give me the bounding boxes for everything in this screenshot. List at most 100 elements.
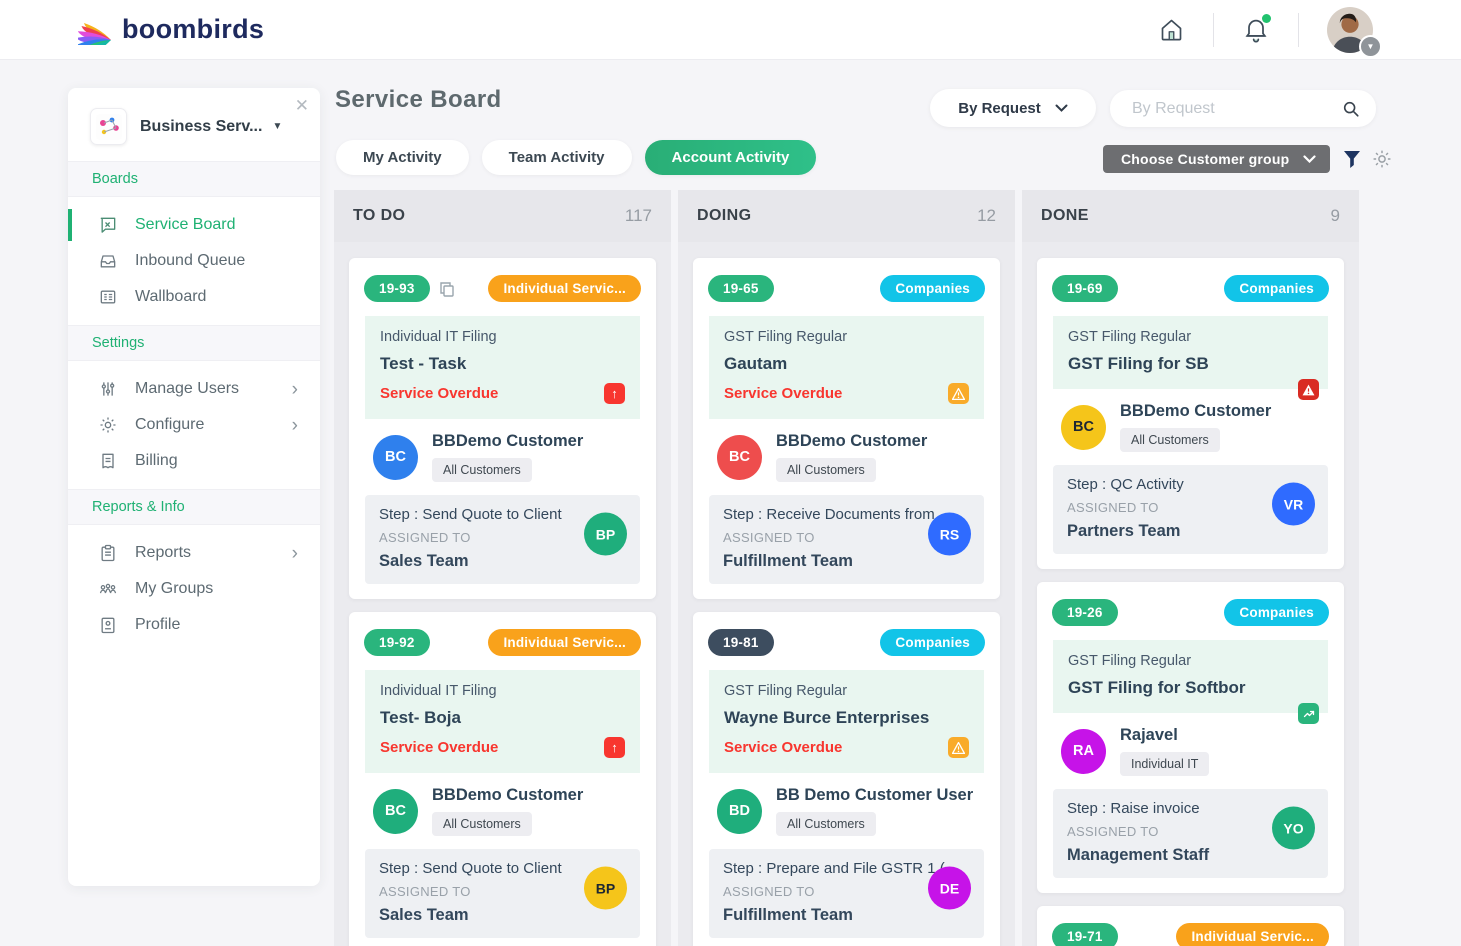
ticket-id-badge[interactable]: 19-71	[1052, 923, 1118, 946]
service-type: Individual IT Filing	[380, 683, 497, 699]
copy-icon[interactable]	[439, 281, 455, 297]
activity-tabs: My Activity Team Activity Account Activi…	[336, 140, 817, 175]
customer-avatar[interactable]: BC	[1061, 404, 1106, 450]
assignee-avatar[interactable]: BP	[584, 512, 627, 556]
assignee-avatar[interactable]: RS	[928, 512, 971, 556]
category-badge[interactable]: Individual Servic...	[488, 629, 641, 656]
ticket-id-badge[interactable]: 19-26	[1052, 599, 1118, 626]
trending-up-icon	[1298, 703, 1319, 724]
step-label: Step : Send Quote to Client	[379, 860, 562, 877]
ticket-id-badge[interactable]: 19-92	[364, 629, 430, 656]
notification-dot	[1262, 13, 1271, 23]
column-body[interactable]: 19-93 Individual Servic... Individual	[334, 242, 671, 946]
column-header: DONE 9	[1022, 190, 1359, 242]
tab-my-activity[interactable]: My Activity	[336, 140, 469, 175]
customer-name: BBDemo Customer	[432, 432, 584, 450]
sidebar-item-label: Manage Users	[135, 380, 240, 397]
sidebar-item-manage-users[interactable]: Manage Users ›	[68, 371, 320, 407]
overdue-status: Service Overdue	[724, 739, 843, 756]
workspace-selector[interactable]: ✕ Business Serv... ▼	[68, 88, 320, 161]
filter-icon[interactable]	[1343, 150, 1361, 169]
board-settings-gear-icon[interactable]	[1371, 148, 1393, 170]
sidebar-item-service-board[interactable]: Service Board	[68, 207, 320, 243]
workspace-icon	[90, 108, 127, 145]
tab-team-activity[interactable]: Team Activity	[481, 140, 632, 175]
column-header: TO DO 117	[334, 190, 671, 242]
column-count: 117	[624, 206, 652, 225]
assigned-team: Management Staff	[1067, 846, 1210, 864]
kanban-card[interactable]: 19-69 Companies GST Filing Regular GST F…	[1037, 258, 1344, 569]
kanban-card[interactable]: 19-93 Individual Servic... Individual	[349, 258, 656, 599]
tab-account-activity[interactable]: Account Activity	[644, 140, 817, 175]
customer-avatar[interactable]: BD	[717, 788, 762, 834]
ticket-id-badge[interactable]: 19-69	[1052, 275, 1118, 302]
category-badge[interactable]: Companies	[880, 629, 985, 656]
divider	[1298, 12, 1299, 47]
sidebar-item-profile[interactable]: Profile	[68, 607, 320, 643]
sidebar-item-reports[interactable]: Reports ›	[68, 535, 320, 571]
customer-avatar[interactable]: BC	[373, 788, 418, 834]
ticket-id-badge[interactable]: 19-65	[708, 275, 774, 302]
request-filter-value: By Request	[958, 99, 1041, 117]
assignee-avatar[interactable]: BP	[584, 866, 627, 910]
search-input[interactable]	[1132, 99, 1342, 118]
step-footer: Step : Send Quote to Client ASSIGNED TO …	[365, 849, 640, 938]
reports-icon	[101, 544, 115, 562]
category-badge[interactable]: Companies	[1224, 275, 1329, 302]
customer-name: Rajavel	[1120, 726, 1178, 744]
kanban-card[interactable]: 19-81 Companies GST Filing Regular Wayne…	[693, 612, 1000, 946]
choose-customer-group-button[interactable]: Choose Customer group	[1103, 145, 1331, 173]
request-title: GST Filing for Softbor	[1068, 678, 1246, 697]
notifications-bell-icon[interactable]	[1242, 13, 1271, 44]
chevron-right-icon: ›	[291, 542, 298, 564]
user-avatar[interactable]: ▼	[1327, 6, 1382, 58]
category-badge[interactable]: Companies	[880, 275, 985, 302]
category-badge[interactable]: Individual Servic...	[488, 275, 641, 302]
step-footer: Step : Send Quote to Client ASSIGNED TO …	[365, 495, 640, 584]
sidebar-item-my-groups[interactable]: My Groups	[68, 571, 320, 607]
customer-avatar[interactable]: RA	[1061, 728, 1106, 774]
ticket-id-badge[interactable]: 19-81	[708, 629, 774, 656]
service-summary: GST Filing Regular GST Filing for SB	[1053, 316, 1328, 400]
profile-menu-caret-icon[interactable]: ▼	[1359, 34, 1382, 58]
step-label: Step : QC Activity	[1067, 476, 1184, 493]
kanban-card[interactable]: 19-26 Companies GST Filing Regular GST F…	[1037, 582, 1344, 893]
home-icon[interactable]	[1158, 16, 1185, 43]
service-summary: Individual IT Filing Test - Task Service…	[365, 316, 640, 419]
sidebar-item-configure[interactable]: Configure ›	[68, 407, 320, 443]
assignee-avatar[interactable]: VR	[1272, 482, 1315, 526]
column-todo: TO DO 117 19-93	[334, 190, 671, 946]
sidebar-close-icon[interactable]: ✕	[294, 96, 309, 115]
search-icon[interactable]	[1342, 100, 1360, 118]
column-body[interactable]: 19-69 Companies GST Filing Regular GST F…	[1022, 242, 1359, 946]
sidebar-item-label: Wallboard	[135, 288, 207, 305]
assigned-team: Sales Team	[379, 552, 469, 570]
sidebar: ✕ Business Serv... ▼ Boards Serv	[68, 88, 320, 886]
kanban-card[interactable]: 19-92 Individual Servic... Individual IT…	[349, 612, 656, 946]
assignee-avatar[interactable]: DE	[928, 866, 971, 910]
kanban-card[interactable]: 19-65 Companies GST Filing Regular Gauta…	[693, 258, 1000, 599]
column-body[interactable]: 19-65 Companies GST Filing Regular Gauta…	[678, 242, 1015, 946]
assignee-avatar[interactable]: YO	[1272, 806, 1315, 850]
sidebar-item-label: Service Board	[135, 216, 236, 233]
request-filter-dropdown[interactable]: By Request	[930, 89, 1096, 127]
brand-logo[interactable]: boombirds	[76, 9, 264, 57]
sidebar-item-billing[interactable]: Billing	[68, 443, 320, 479]
category-badge[interactable]: Individual Servic...	[1176, 923, 1329, 946]
customer-group-chip: All Customers	[1120, 428, 1220, 452]
customer-avatar[interactable]: BC	[717, 434, 762, 480]
alert-warning-icon	[1298, 379, 1319, 400]
customer-group-label: Choose Customer group	[1121, 151, 1290, 167]
sidebar-item-label: My Groups	[135, 580, 214, 597]
ticket-id-badge[interactable]: 19-93	[364, 275, 430, 302]
customer-avatar[interactable]: BC	[373, 434, 418, 480]
sidebar-item-label: Profile	[135, 616, 181, 633]
category-badge[interactable]: Companies	[1224, 599, 1329, 626]
service-summary: GST Filing Regular GST Filing for Softbo…	[1053, 640, 1328, 724]
manage-users-icon	[101, 382, 115, 396]
customer-row: BC BBDemo Customer All Customers	[1052, 389, 1329, 465]
sidebar-item-wallboard[interactable]: Wallboard	[68, 279, 320, 315]
sidebar-item-inbound-queue[interactable]: Inbound Queue	[68, 243, 320, 279]
kanban-card[interactable]: 19-71 Individual Servic... Individual IT…	[1037, 906, 1344, 946]
column-doing: DOING 12 19-65 Companies GST Filing Regu…	[678, 190, 1015, 946]
